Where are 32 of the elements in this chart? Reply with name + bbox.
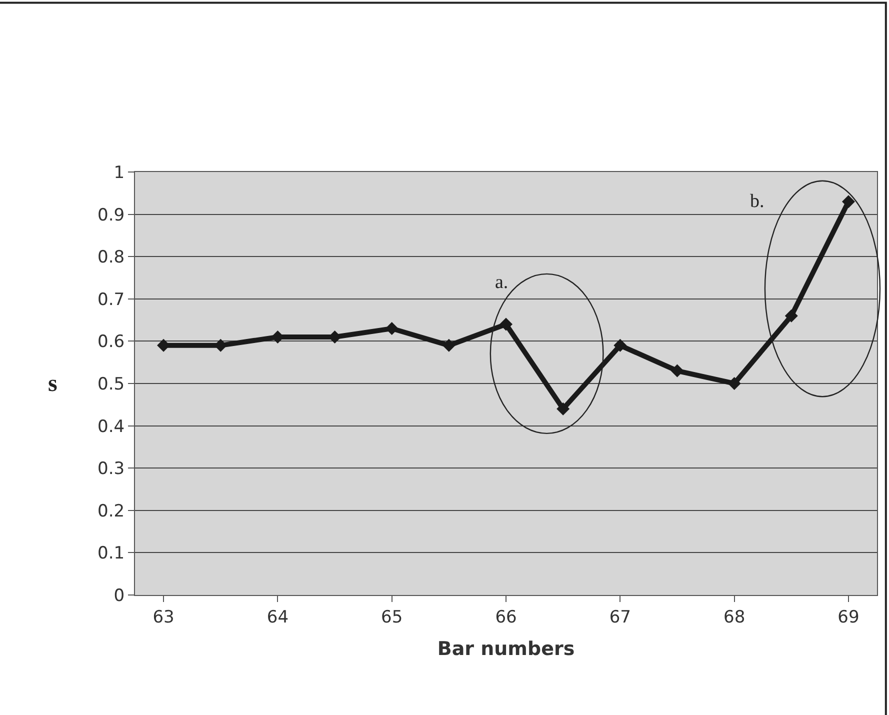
point — [614, 338, 627, 352]
y-tick-label: 0 — [114, 586, 125, 606]
point — [500, 318, 512, 331]
point — [784, 309, 798, 322]
x-tick-label: 63 — [152, 607, 174, 628]
x-tick-label: 69 — [838, 607, 860, 628]
point — [442, 338, 456, 352]
x-axis-title: Bar numbers — [437, 638, 575, 660]
y-tick-label: 0.7 — [98, 290, 125, 310]
point — [728, 377, 741, 390]
annotation: b. — [750, 191, 764, 212]
y-tick-label: 0.3 — [98, 459, 125, 480]
x-tick-label: 65 — [381, 607, 403, 628]
y-tick-label: 0.4 — [98, 416, 125, 437]
y-tick-label: 0.8 — [98, 248, 125, 268]
y-tick-label: 0.2 — [98, 501, 125, 522]
y-tick-label: 1 — [114, 162, 125, 183]
point — [670, 364, 684, 378]
y-axis-title: s — [48, 371, 58, 397]
x-tick-label: 67 — [609, 607, 631, 628]
y-tick-label: 0.6 — [98, 332, 125, 352]
point — [556, 402, 570, 416]
y-tick-label: 0.1 — [98, 544, 125, 564]
x-tick-label: 66 — [495, 607, 517, 628]
point — [842, 195, 855, 208]
point — [214, 338, 228, 352]
y-tick-label: 0.9 — [98, 205, 125, 226]
point — [385, 322, 398, 336]
y-tick-label: 0.5 — [98, 374, 125, 394]
x-tick-label: 68 — [723, 607, 746, 628]
annotation: a. — [495, 272, 508, 293]
x-tick-label: 64 — [266, 607, 289, 628]
